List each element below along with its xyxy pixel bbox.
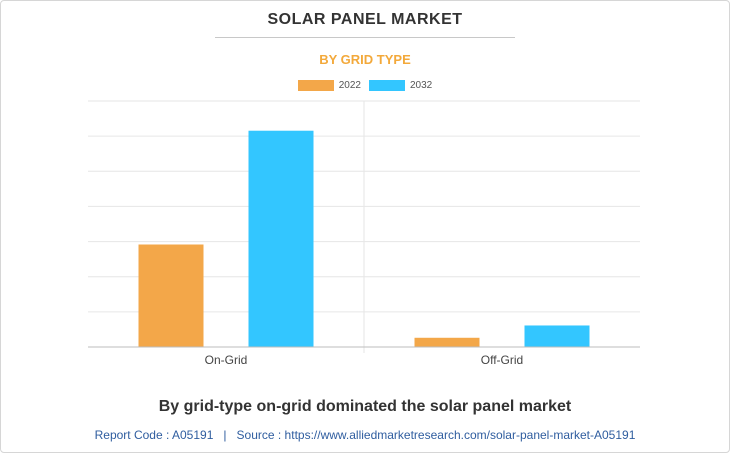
bar-on-grid-2032 [248,130,314,347]
legend-label-2022: 2022 [338,80,361,91]
legend-item-2032[interactable]: 2032 [369,80,432,91]
bar-off-grid-2022 [414,337,480,347]
title-divider [215,37,515,38]
legend-swatch-2022 [297,80,334,91]
source-link[interactable]: Source : https://www.alliedmarketresearc… [236,428,636,442]
legend-item-2022[interactable]: 2022 [297,80,361,91]
x-tick-label-off-grid: Off-Grid [481,353,523,367]
footer-separator: | [223,428,227,442]
x-tick-label-on-grid: On-Grid [205,353,248,367]
report-code: Report Code : A05191 [94,428,214,442]
source-footer: Report Code : A05191 | Source : https://… [0,428,730,442]
chart-legend: 2022 2032 [0,80,730,91]
chart-subtitle: BY GRID TYPE [319,52,411,67]
chart-caption: By grid-type on-grid dominated the solar… [158,398,572,415]
legend-label-2032: 2032 [410,80,433,91]
bar-off-grid-2032 [524,325,590,347]
chart-title: SOLAR PANEL MARKET [267,11,463,28]
bar-on-grid-2022 [138,244,204,347]
legend-swatch-2032 [369,80,405,91]
